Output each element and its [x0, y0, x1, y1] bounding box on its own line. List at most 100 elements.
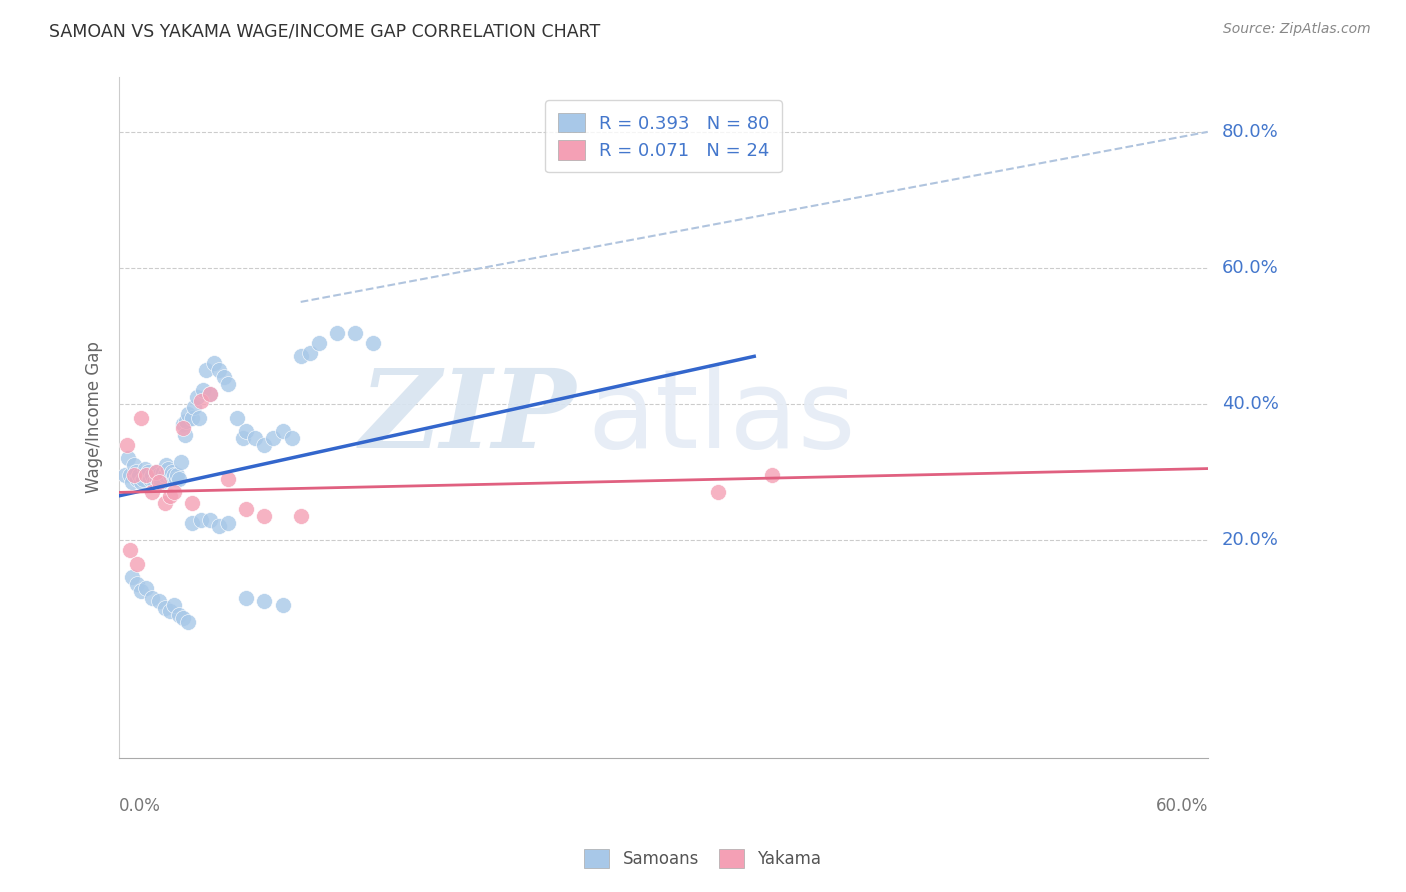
Point: [146, 472, 169, 486]
Point: [166, 468, 188, 483]
Point: [134, 461, 156, 475]
Point: [127, 577, 149, 591]
Point: [120, 543, 142, 558]
Point: [157, 461, 180, 475]
Point: [159, 468, 181, 483]
Point: [129, 584, 152, 599]
Text: SAMOAN VS YAKAMA WAGE/INCOME GAP CORRELATION CHART: SAMOAN VS YAKAMA WAGE/INCOME GAP CORRELA…: [49, 22, 600, 40]
Point: [163, 598, 186, 612]
Point: [120, 468, 142, 483]
Y-axis label: Wage/Income Gap: Wage/Income Gap: [86, 342, 103, 493]
Point: [208, 519, 231, 533]
Point: [167, 607, 190, 622]
Point: [170, 455, 193, 469]
Point: [148, 468, 170, 483]
Point: [180, 410, 202, 425]
Point: [235, 591, 257, 605]
Point: [159, 489, 181, 503]
Text: atlas: atlas: [588, 364, 856, 471]
Point: [127, 557, 149, 571]
Point: [235, 424, 257, 438]
Point: [139, 472, 162, 486]
Point: [308, 335, 330, 350]
Point: [122, 468, 145, 483]
Point: [152, 465, 174, 479]
Point: [707, 485, 730, 500]
Point: [153, 495, 176, 509]
Point: [253, 438, 276, 452]
Point: [361, 335, 384, 350]
Legend: Samoans, Yakama: Samoans, Yakama: [578, 843, 828, 875]
Point: [191, 384, 214, 398]
Text: 60.0%: 60.0%: [1222, 259, 1278, 277]
Point: [271, 598, 294, 612]
Point: [217, 376, 239, 391]
Point: [217, 516, 239, 530]
Point: [172, 421, 194, 435]
Point: [150, 475, 173, 490]
Point: [226, 410, 249, 425]
Point: [188, 410, 211, 425]
Point: [159, 604, 181, 618]
Point: [344, 326, 367, 340]
Point: [177, 615, 200, 629]
Point: [128, 468, 150, 483]
Point: [263, 431, 285, 445]
Point: [290, 509, 312, 524]
Text: 40.0%: 40.0%: [1222, 395, 1278, 413]
Point: [124, 465, 146, 479]
Point: [167, 472, 190, 486]
Point: [160, 465, 183, 479]
Point: [326, 326, 349, 340]
Text: ZIP: ZIP: [360, 364, 576, 471]
Point: [115, 438, 138, 452]
Text: 20.0%: 20.0%: [1222, 531, 1278, 549]
Point: [142, 475, 165, 490]
Point: [127, 472, 149, 486]
Point: [172, 417, 194, 432]
Point: [180, 495, 202, 509]
Point: [195, 363, 218, 377]
Legend: R = 0.393   N = 80, R = 0.071   N = 24: R = 0.393 N = 80, R = 0.071 N = 24: [546, 100, 782, 172]
Point: [198, 513, 221, 527]
Text: Source: ZipAtlas.com: Source: ZipAtlas.com: [1223, 22, 1371, 37]
Point: [180, 516, 202, 530]
Point: [202, 356, 225, 370]
Point: [245, 431, 267, 445]
Point: [165, 472, 187, 486]
Point: [235, 502, 257, 516]
Point: [183, 401, 205, 415]
Point: [136, 465, 159, 479]
Point: [198, 386, 221, 401]
Point: [135, 468, 157, 483]
Point: [148, 594, 170, 608]
Point: [177, 407, 200, 421]
Point: [232, 431, 254, 445]
Point: [114, 468, 136, 483]
Point: [190, 513, 212, 527]
Point: [145, 465, 167, 479]
Point: [117, 451, 139, 466]
Point: [208, 363, 231, 377]
Point: [141, 485, 163, 500]
Text: 60.0%: 60.0%: [1156, 797, 1208, 814]
Point: [155, 458, 177, 472]
Point: [214, 369, 236, 384]
Point: [190, 393, 212, 408]
Point: [290, 349, 312, 363]
Point: [135, 468, 157, 483]
Text: 0.0%: 0.0%: [120, 797, 162, 814]
Point: [135, 581, 157, 595]
Point: [176, 414, 198, 428]
Point: [145, 465, 167, 479]
Point: [761, 468, 783, 483]
Point: [122, 458, 145, 472]
Point: [253, 509, 276, 524]
Point: [148, 475, 170, 490]
Text: 80.0%: 80.0%: [1222, 123, 1278, 141]
Point: [298, 346, 321, 360]
Point: [198, 386, 221, 401]
Point: [153, 601, 176, 615]
Point: [253, 594, 276, 608]
Point: [163, 468, 186, 483]
